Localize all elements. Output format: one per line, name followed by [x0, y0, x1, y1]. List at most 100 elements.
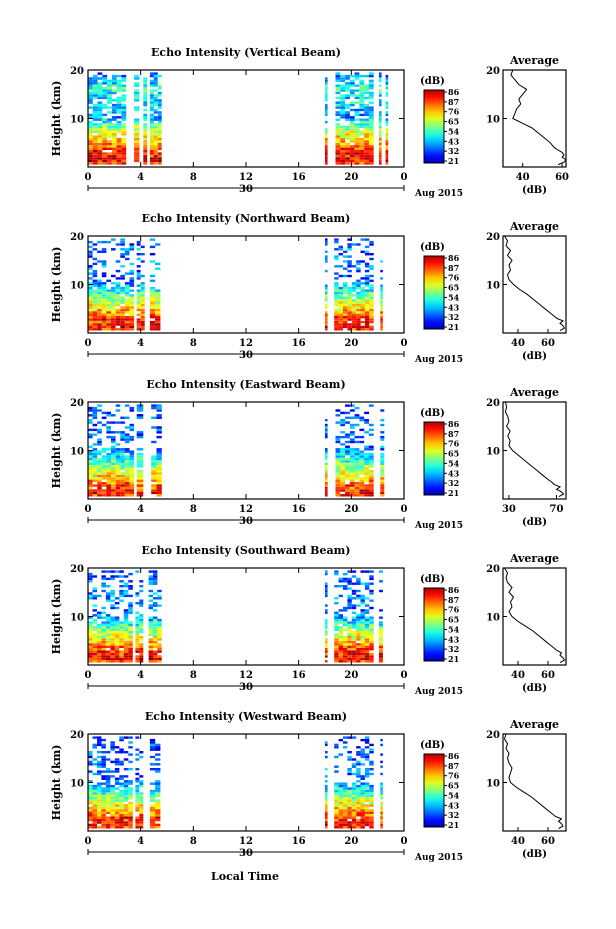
echo-cell — [343, 799, 348, 802]
echo-cell — [347, 262, 352, 266]
echo-cell — [129, 248, 135, 251]
echo-cell — [153, 79, 158, 83]
echo-cell — [351, 320, 357, 324]
echo-cell — [92, 826, 97, 829]
echo-cell — [155, 758, 161, 761]
echo-cell — [157, 650, 162, 653]
echo-cell — [149, 320, 156, 324]
echo-cell — [364, 746, 370, 749]
echo-cell — [364, 616, 370, 619]
echo-cell — [120, 274, 125, 278]
echo-cell — [364, 623, 370, 627]
echo-cell — [347, 597, 352, 600]
echo-cell — [356, 804, 361, 807]
colorbar-tick-label: 65 — [448, 117, 459, 127]
echo-cell — [128, 811, 133, 814]
echo-cell — [111, 465, 116, 468]
echo-cell — [343, 572, 348, 576]
echo-cell — [124, 289, 130, 292]
echo-cell — [351, 806, 357, 810]
echo-cell — [349, 465, 355, 468]
echo-cell — [97, 772, 102, 776]
echo-cell — [129, 243, 135, 246]
echo-cell — [139, 775, 144, 778]
echo-cell — [385, 147, 389, 150]
echo-cell — [115, 457, 121, 461]
echo-cell — [338, 580, 343, 583]
echo-cell — [119, 594, 124, 598]
echo-cell — [149, 82, 154, 85]
echo-cell — [92, 589, 97, 593]
echo-cell — [105, 768, 111, 771]
echo-cell — [368, 91, 374, 95]
echo-cell — [106, 462, 111, 465]
echo-cell — [106, 467, 111, 470]
echo-cell — [97, 494, 102, 497]
echo-cell — [101, 265, 107, 268]
echo-cell — [111, 479, 116, 482]
echo-cell — [335, 421, 341, 424]
echo-cell — [134, 74, 140, 78]
echo-cell — [335, 152, 341, 155]
echo-cell — [124, 455, 130, 458]
echo-cell — [88, 628, 93, 631]
echo-cell — [92, 638, 97, 641]
echo-cell — [364, 477, 369, 480]
echo-cell — [364, 421, 369, 424]
echo-cell — [115, 472, 121, 475]
echo-cell — [379, 118, 382, 121]
echo-cell — [110, 787, 115, 790]
echo-cell — [325, 84, 328, 87]
echo-cell — [88, 623, 93, 627]
colorbar-unit: (dB) — [420, 574, 445, 585]
echo-cell — [157, 103, 162, 107]
echo-cell — [380, 809, 383, 812]
echo-cell — [149, 159, 154, 163]
echo-cell — [123, 628, 129, 631]
echo-cell — [364, 291, 370, 295]
echo-cell — [338, 643, 343, 646]
echo-cell — [97, 428, 102, 432]
x-tick-label: 16 — [292, 172, 306, 183]
echo-cell — [347, 633, 352, 636]
echo-cell — [157, 137, 162, 141]
echo-cell — [111, 318, 116, 321]
echo-cell — [143, 103, 148, 107]
echo-cell — [149, 130, 154, 133]
echo-cell — [157, 604, 162, 607]
echo-cell — [335, 77, 341, 80]
echo-cell — [129, 262, 135, 266]
echo-cell — [356, 313, 361, 316]
echo-cell — [140, 301, 145, 304]
echo-cell — [88, 657, 93, 661]
echo-cell — [124, 433, 130, 436]
echo-cell — [157, 84, 162, 87]
echo-cell — [123, 816, 129, 819]
echo-cell — [140, 308, 145, 312]
echo-cell — [111, 431, 116, 434]
echo-cell — [343, 303, 348, 307]
echo-cell — [120, 472, 125, 475]
echo-cell — [325, 465, 328, 468]
echo-cell — [120, 313, 125, 316]
echo-cell — [111, 150, 117, 153]
echo-cell — [335, 455, 341, 458]
echo-cell — [343, 289, 348, 292]
echo-cell — [123, 640, 129, 644]
echo-cell — [343, 606, 348, 610]
echo-cell — [101, 801, 106, 805]
echo-cell — [101, 814, 106, 817]
echo-cell — [335, 147, 341, 150]
echo-cell — [128, 804, 133, 807]
echo-cell — [364, 570, 370, 573]
echo-cell — [351, 772, 357, 776]
echo-cell — [360, 655, 365, 658]
echo-cell — [155, 746, 161, 749]
echo-cell — [101, 472, 107, 475]
echo-cell — [106, 323, 111, 326]
echo-cell — [354, 435, 360, 439]
echo-cell — [134, 142, 140, 146]
echo-cell — [351, 814, 357, 817]
echo-cell — [149, 113, 154, 117]
echo-cell — [120, 238, 125, 241]
